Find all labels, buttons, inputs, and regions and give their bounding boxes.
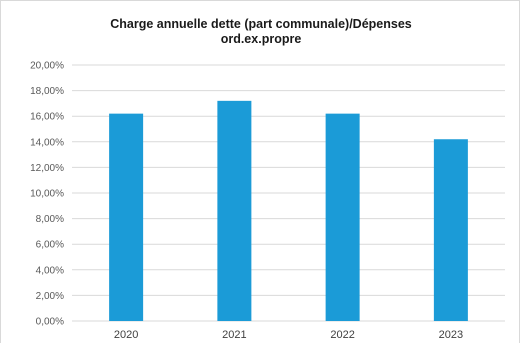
y-axis-tick-labels: 0,00% 2,00% 4,00% 6,00% 8,00% 10,00% 12,00% 14,… <box>30 61 64 328</box>
y-tick-label: 8,00% <box>36 214 64 225</box>
y-tick-label: 6,00% <box>36 240 64 251</box>
chart-title-line-1: Charge annuelle dette (part communale)/D… <box>110 17 412 31</box>
y-tick-label: 10,00% <box>30 189 64 200</box>
bar-2023 <box>433 139 468 321</box>
x-category-label: 2022 <box>330 329 354 341</box>
y-tick-label: 4,00% <box>36 265 64 276</box>
x-category-label: 2021 <box>222 329 246 341</box>
x-axis-category-labels: 2020 2021 2022 2023 <box>114 329 463 341</box>
y-tick-label: 20,00% <box>30 61 64 72</box>
y-tick-label: 0,00% <box>36 317 64 328</box>
x-category-label: 2020 <box>114 329 138 341</box>
chart-title: Charge annuelle dette (part communale)/D… <box>41 17 481 47</box>
y-tick-label: 12,00% <box>30 163 64 174</box>
y-tick-label: 2,00% <box>36 291 64 302</box>
y-tick-label: 18,00% <box>30 86 64 97</box>
bar-2020 <box>109 113 144 321</box>
chart-title-line-2: ord.ex.propre <box>220 32 302 46</box>
y-tick-label: 16,00% <box>30 112 64 123</box>
y-tick-label: 14,00% <box>30 137 64 148</box>
bars <box>109 100 468 321</box>
gridlines <box>72 64 505 322</box>
bar-2022 <box>325 113 360 321</box>
x-category-label: 2023 <box>439 329 463 341</box>
bar-2021 <box>217 100 252 321</box>
